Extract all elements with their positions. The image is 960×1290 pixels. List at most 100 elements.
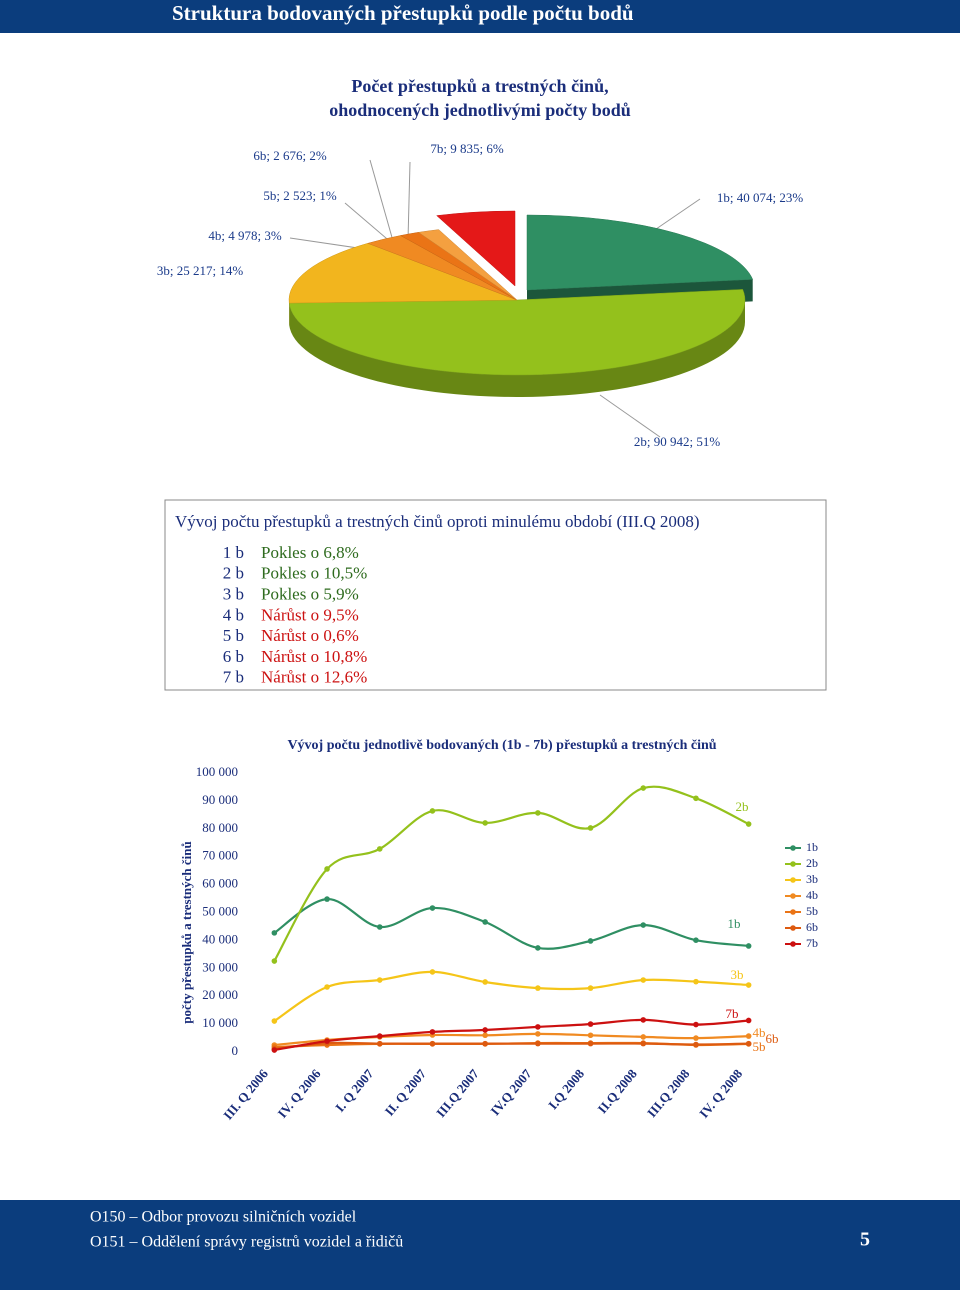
point — [640, 922, 647, 928]
pie-label: 4b; 4 978; 3% — [208, 228, 281, 243]
point — [693, 978, 699, 985]
table-cell: Nárůst o 10,8% — [261, 647, 367, 666]
point — [745, 1033, 752, 1039]
point — [693, 1041, 699, 1048]
point — [640, 1040, 647, 1047]
leader-lines — [289, 159, 701, 438]
x-tick-label: II.Q 2008 — [594, 1066, 640, 1116]
point — [429, 905, 436, 911]
x-tick-label: I. Q 2007 — [332, 1066, 377, 1115]
x-tick-label: III.Q 2008 — [644, 1066, 693, 1120]
series-line — [274, 1018, 749, 1052]
series-end-label: 5b — [753, 1039, 766, 1054]
point — [324, 866, 330, 872]
point — [693, 937, 699, 943]
x-tick-label: III.Q 2007 — [433, 1066, 482, 1120]
point — [535, 945, 541, 951]
point — [640, 977, 647, 983]
footer-line: O150 – Odbor provozu silničních vozidel — [90, 1209, 357, 1226]
footer-bar — [0, 1200, 960, 1290]
y-tick-label: 80 000 — [202, 820, 238, 835]
y-tick-label: 90 000 — [202, 792, 238, 807]
y-tick-label: 10 000 — [202, 1015, 238, 1030]
point — [324, 896, 330, 902]
point — [745, 821, 752, 827]
point — [429, 1040, 436, 1047]
point — [640, 785, 647, 791]
point — [535, 985, 541, 991]
legend-marker — [790, 877, 796, 883]
x-tick-label: IV. Q 2008 — [696, 1066, 746, 1121]
point — [745, 1017, 752, 1024]
series-end-label: 2b — [736, 799, 749, 814]
table-cell: 2 b — [223, 564, 244, 583]
point — [482, 979, 488, 985]
series-end-label: 3b — [731, 967, 744, 982]
table-cell: 4 b — [223, 605, 244, 624]
pie-tops — [288, 210, 754, 376]
point — [745, 982, 752, 988]
series-end-label: 1b — [728, 916, 741, 931]
table-cell: 5 b — [223, 626, 244, 645]
table-cell: Nárůst o 0,6% — [261, 626, 359, 645]
point — [587, 938, 594, 944]
x-tick-label: I.Q 2008 — [545, 1066, 587, 1113]
series-end-label: 7b — [726, 1006, 739, 1021]
pie-slice — [436, 210, 516, 287]
pie-label: 7b; 9 835; 6% — [430, 141, 503, 156]
point — [587, 1021, 594, 1027]
header-title: Struktura bodovaných přestupků podle poč… — [172, 1, 634, 25]
y-tick-label: 20 000 — [202, 987, 238, 1002]
series-end-label: 6b — [766, 1031, 779, 1046]
pie-label: 5b; 2 523; 1% — [263, 188, 336, 203]
point — [482, 1027, 488, 1033]
table-title: Vývoj počtu přestupků a trestných činů o… — [175, 512, 700, 531]
series-end-label: 4b — [753, 1025, 766, 1040]
point — [324, 1038, 330, 1044]
point — [482, 919, 488, 925]
pie-slice — [288, 243, 518, 304]
point — [535, 810, 541, 816]
y-tick-label: 30 000 — [202, 959, 238, 974]
pie-label: 2b; 90 942; 51% — [634, 434, 720, 449]
point — [640, 1017, 647, 1023]
table-box — [164, 499, 827, 691]
point — [429, 808, 436, 814]
x-tick-label: II. Q 2007 — [382, 1066, 430, 1119]
point — [693, 1021, 699, 1028]
point — [693, 1035, 699, 1041]
point — [429, 969, 436, 975]
point — [376, 1040, 383, 1047]
leader-line — [369, 159, 396, 249]
table-cell: Pokles o 5,9% — [261, 585, 359, 604]
y-tick-label: 60 000 — [202, 876, 238, 891]
page-number: 5 — [860, 1229, 870, 1251]
point — [271, 1047, 278, 1053]
x-tick-label: IV. Q 2006 — [274, 1066, 324, 1121]
point — [482, 820, 488, 826]
table-cell: Pokles o 6,8% — [261, 543, 359, 562]
legend-marker — [790, 861, 796, 867]
point — [587, 1032, 594, 1039]
legend-marker — [790, 925, 796, 931]
legend-label: 5b — [806, 904, 818, 918]
pie-title: ohodnocených jednotlivými počty bodů — [329, 100, 631, 120]
point — [693, 795, 699, 802]
legend-label: 3b — [806, 872, 818, 886]
pie-label: 6b; 2 676; 2% — [253, 148, 326, 163]
y-tick-label: 100 000 — [196, 764, 238, 779]
legend-marker — [790, 893, 796, 899]
point — [587, 1040, 594, 1047]
legend-label: 2b — [806, 856, 818, 870]
point — [535, 1031, 541, 1037]
point — [429, 1029, 436, 1035]
series-line — [274, 1041, 749, 1050]
x-tick-label: IV.Q 2007 — [487, 1066, 534, 1118]
x-tick-label: III. Q 2006 — [220, 1066, 271, 1123]
point — [376, 977, 383, 983]
footer-line: O151 – Oddělení správy registrů vozidel … — [90, 1234, 403, 1251]
point — [376, 1033, 383, 1039]
legend-label: 7b — [806, 936, 818, 950]
table-cell: Nárůst o 12,6% — [261, 668, 367, 687]
